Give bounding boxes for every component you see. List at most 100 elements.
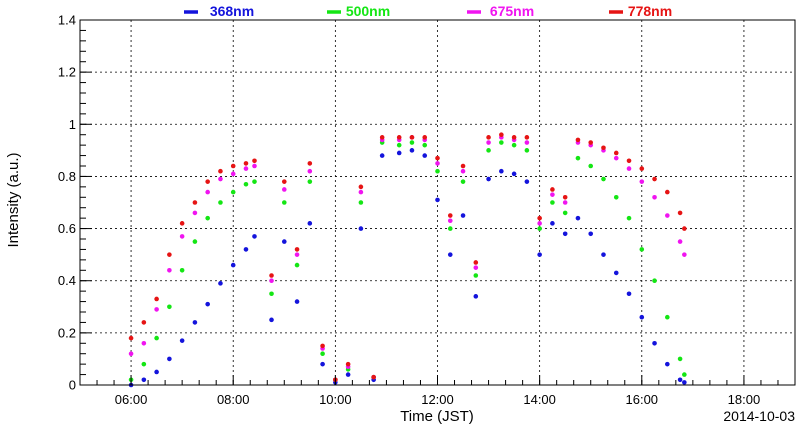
- data-point: [192, 200, 198, 205]
- data-point: [167, 356, 172, 362]
- y-axis-title: Intensity (a.u.): [5, 152, 22, 247]
- data-point: [473, 265, 479, 270]
- data-point: [435, 161, 440, 166]
- data-point: [677, 210, 683, 216]
- data-point: [422, 153, 428, 158]
- data-point: [562, 194, 568, 200]
- data-point: [307, 168, 313, 174]
- data-point: [435, 168, 440, 174]
- series-368nm: [128, 148, 687, 388]
- data-point: [230, 163, 236, 169]
- legend-label: 368nm: [210, 3, 254, 19]
- data-point: [379, 135, 385, 140]
- axis-ticks: [79, 19, 796, 386]
- y-tick-label: 0.8: [58, 169, 76, 184]
- data-point: [524, 140, 530, 145]
- data-point: [486, 148, 491, 153]
- data-point: [358, 226, 364, 231]
- data-point: [460, 168, 466, 174]
- data-point: [652, 194, 657, 200]
- data-point: [447, 218, 453, 224]
- data-point: [345, 372, 351, 377]
- data-point: [167, 304, 172, 310]
- y-tick-label: 0.2: [58, 325, 76, 340]
- data-point: [205, 189, 210, 195]
- y-tick-label: 0.4: [58, 273, 76, 288]
- data-point: [524, 135, 530, 140]
- data-point: [141, 377, 147, 383]
- data-point: [243, 181, 249, 187]
- data-point: [179, 338, 185, 343]
- data-point: [486, 176, 491, 182]
- data-point: [281, 200, 287, 205]
- data-point: [252, 179, 257, 184]
- data-point: [179, 234, 185, 239]
- data-point: [588, 140, 594, 145]
- data-point: [294, 252, 300, 257]
- data-point: [218, 168, 223, 174]
- data-point: [613, 194, 619, 200]
- data-point: [294, 299, 300, 304]
- data-point: [409, 148, 415, 153]
- data-point: [205, 179, 210, 184]
- data-point: [154, 307, 159, 312]
- data-point: [665, 361, 670, 367]
- legend-label: 675nm: [490, 3, 534, 19]
- data-point: [320, 351, 325, 357]
- data-point: [281, 187, 287, 192]
- data-point: [626, 158, 632, 164]
- data-point: [588, 231, 594, 237]
- data-point: [677, 356, 683, 362]
- data-point: [192, 210, 198, 216]
- x-tick-label: 18:00: [728, 392, 761, 407]
- data-point: [307, 179, 313, 184]
- series-778nm: [128, 132, 687, 383]
- data-point: [218, 176, 223, 182]
- data-point: [473, 273, 479, 278]
- data-point: [460, 213, 466, 218]
- data-point: [601, 145, 606, 151]
- data-point: [613, 155, 619, 161]
- data-point: [409, 135, 415, 140]
- data-point: [294, 262, 300, 268]
- data-point: [677, 239, 683, 244]
- data-point: [550, 200, 555, 205]
- date-label: 2014-10-03: [723, 408, 795, 424]
- y-tick-labels: 0 0.2 0.4 0.6 0.8 1 1.2 1.4: [58, 13, 76, 393]
- data-point: [167, 267, 172, 273]
- data-point: [294, 247, 300, 252]
- data-point: [486, 140, 491, 145]
- data-point: [486, 135, 491, 140]
- data-point: [396, 142, 402, 148]
- data-point: [154, 296, 159, 302]
- data-point: [601, 176, 606, 182]
- data-point: [639, 166, 645, 171]
- data-point: [562, 231, 568, 237]
- x-tick-label: 16:00: [626, 392, 659, 407]
- data-point: [396, 150, 402, 156]
- data-point: [205, 215, 210, 221]
- data-point: [141, 320, 147, 325]
- data-point: [575, 137, 581, 143]
- data-point: [537, 215, 542, 221]
- x-tick-label: 08:00: [217, 392, 250, 407]
- data-point: [252, 234, 257, 239]
- data-point: [192, 320, 198, 325]
- data-point: [379, 153, 385, 158]
- data-point: [665, 314, 670, 320]
- legend-label: 500nm: [346, 3, 390, 19]
- data-point: [252, 163, 257, 169]
- data-point: [550, 221, 555, 226]
- data-point: [371, 374, 376, 380]
- data-point: [218, 281, 223, 286]
- data-point: [154, 335, 159, 341]
- data-point: [358, 189, 364, 195]
- data-point: [447, 252, 453, 257]
- legend-label: 778nm: [628, 3, 672, 19]
- data-point: [345, 361, 351, 367]
- data-point: [320, 361, 325, 367]
- series-500nm: [128, 140, 687, 383]
- data-point: [473, 260, 479, 265]
- data-point: [192, 239, 198, 244]
